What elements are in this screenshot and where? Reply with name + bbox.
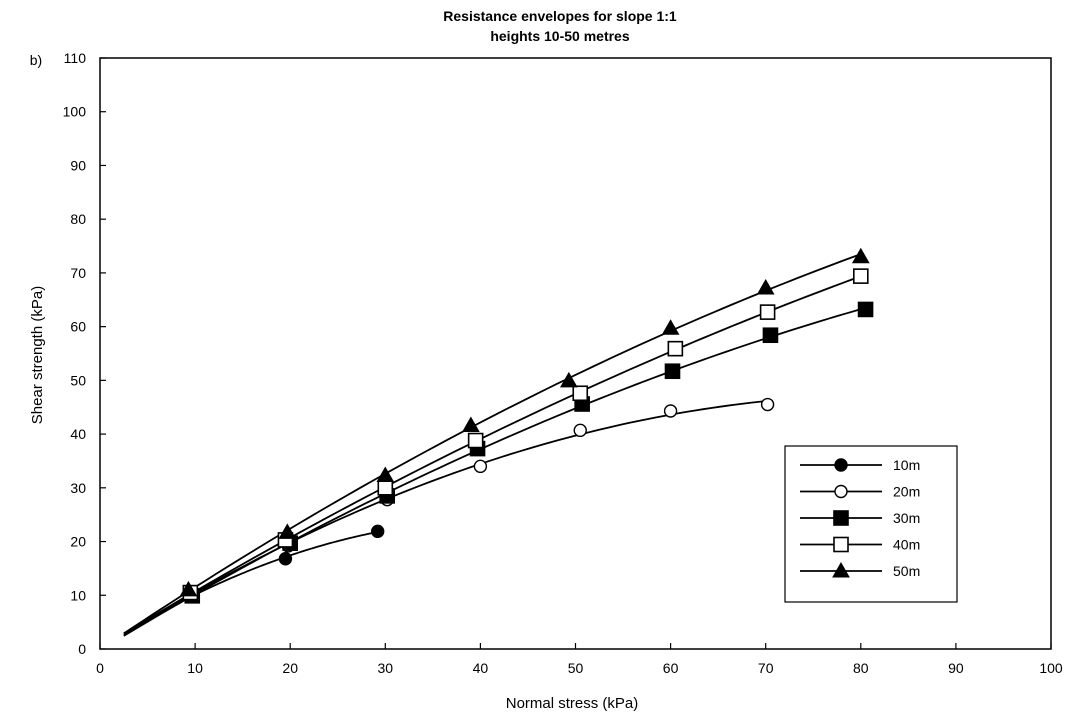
marker-20m	[663, 404, 678, 418]
marker-50m	[179, 580, 198, 597]
marker-40m	[467, 432, 484, 449]
x-tick-label: 20	[282, 660, 298, 676]
y-tick-label: 20	[70, 534, 86, 550]
legend-box	[784, 445, 958, 603]
axes-layer: 0 10 20 30 40 50 60 70 80 90 100 0 10 20 30 40 50 60 70 80 9…	[63, 50, 1063, 676]
curves-layer	[123, 253, 866, 637]
marker-40m	[852, 268, 869, 284]
y-tick-label: 100	[63, 104, 87, 120]
x-tick-label: 70	[758, 660, 774, 676]
marker-30m	[664, 363, 681, 380]
y-axis-label: Shear strength (kPa)	[29, 286, 46, 424]
legend-entry: 40m	[893, 537, 920, 553]
x-tick-label: 60	[663, 660, 679, 676]
marker-30m	[762, 327, 779, 344]
chart-title: Resistance envelopes for slope 1:1	[443, 8, 677, 24]
panel-label: b)	[30, 52, 42, 68]
legend-marker	[834, 458, 848, 472]
y-tick-label: 10	[70, 587, 86, 603]
marker-50m	[851, 247, 870, 264]
x-tick-label: 30	[378, 660, 394, 676]
legend-entry: 20m	[893, 484, 920, 500]
marker-40m	[759, 304, 776, 320]
y-tick-label: 110	[64, 50, 87, 66]
chart-subtitle: heights 10-50 metres	[490, 28, 629, 44]
y-tick-label: 60	[70, 319, 86, 335]
marker-50m	[661, 319, 680, 335]
marker-20m	[760, 397, 775, 412]
y-tick-label: 50	[70, 372, 86, 388]
y-tick-label: 40	[70, 426, 86, 442]
y-tick-label: 90	[70, 157, 86, 173]
y-tick-label: 30	[70, 480, 86, 496]
marker-50m	[376, 466, 395, 482]
legend-marker	[832, 561, 850, 578]
marker-30m	[857, 301, 874, 318]
curve-50m	[123, 253, 862, 635]
marker-40m	[377, 480, 394, 496]
curve-30m	[123, 306, 866, 637]
marker-50m	[278, 523, 297, 539]
legend: 10m 20m 30m 40m 50m	[784, 445, 958, 603]
y-tick-label: 70	[70, 265, 86, 281]
legend-entry: 30m	[893, 510, 920, 526]
marker-20m	[573, 423, 587, 438]
x-axis-label: Normal stress (kPa)	[506, 695, 639, 712]
x-tick-label: 40	[473, 660, 489, 676]
legend-entry: 10m	[893, 457, 920, 473]
y-tick-label: 80	[70, 211, 86, 227]
x-tick-label: 0	[96, 660, 104, 676]
marker-50m	[462, 416, 480, 432]
legend-marker	[833, 510, 849, 526]
y-tick-label: 0	[78, 641, 86, 657]
marker-50m	[756, 278, 775, 295]
marker-40m	[572, 385, 589, 402]
x-tick-label: 90	[948, 660, 964, 676]
x-tick-label: 100	[1039, 660, 1063, 676]
marker-20m	[473, 459, 488, 474]
curve-20m	[123, 399, 768, 637]
marker-40m	[667, 340, 684, 357]
marker-50m	[559, 371, 578, 388]
marker-10m	[370, 524, 385, 539]
marker-10m	[278, 552, 293, 566]
legend-marker	[834, 484, 848, 499]
x-tick-label: 80	[853, 660, 869, 676]
legend-marker	[833, 536, 849, 553]
x-tick-label: 50	[568, 660, 584, 676]
curve-40m	[123, 275, 862, 635]
legend-entry: 50m	[893, 563, 920, 579]
x-tick-label: 10	[187, 660, 203, 676]
markers-layer	[179, 247, 874, 604]
curve-10m	[123, 531, 378, 635]
